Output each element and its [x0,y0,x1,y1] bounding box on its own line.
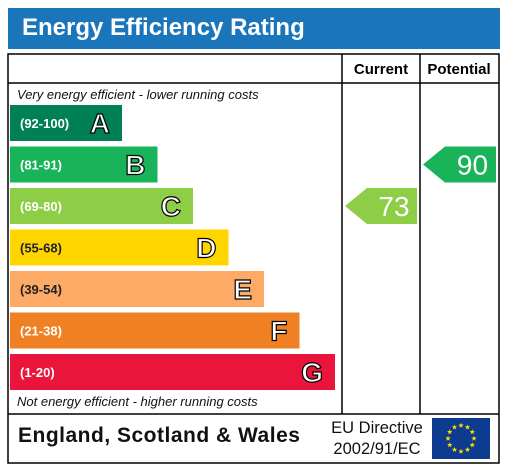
potential-rating-marker: 90 [423,146,496,183]
band-bar-c [10,188,193,224]
current-rating-marker-arrow [345,188,417,224]
potential-column-header: Potential [427,61,490,78]
page-title: Energy Efficiency Rating [22,14,305,41]
band-letter-b: B [125,150,145,181]
band-letter-f: F [270,316,287,347]
band-bar-e [10,271,264,307]
header-bar: Energy Efficiency Rating [8,8,500,49]
band-range-a: (92-100) [20,116,69,131]
band-b: (81-91) B [10,146,158,183]
rating-bands: (92-100) A (81-91) B (69-80) C (55-68) D (39-54)… [10,105,335,390]
potential-rating-marker-arrow [423,146,496,183]
band-letter-c: C [161,191,181,222]
band-e: (39-54) E [10,271,264,307]
eu-directive-line1: EU Directive [331,419,423,437]
band-d: (55-68) D [10,229,229,266]
eu-directive-label: EU Directive 2002/91/EC [327,418,427,460]
eu-star-icon [471,435,477,441]
eu-star-icon [469,429,475,435]
current-rating-marker: 73 [345,188,417,224]
current-column-header: Current [354,61,408,78]
eu-star-icon [458,422,464,428]
band-letter-e: E [233,274,252,305]
band-bar-a [10,105,122,141]
band-range-c: (69-80) [20,199,62,214]
eu-star-icon [451,446,458,453]
eu-star-icon [445,435,451,441]
eu-star-icon [451,424,458,430]
band-letter-a: A [90,108,110,139]
eu-star-icon [447,442,453,448]
eu-star-icon [469,442,475,448]
eu-star-icon [464,424,471,430]
eu-star-icon [447,429,453,435]
band-f: (21-38) F [10,312,300,349]
eu-directive-line2: 2002/91/EC [333,440,421,458]
eu-flag-icon [432,418,490,459]
band-bar-f [10,312,300,349]
current-rating-marker-value: 73 [378,191,409,222]
band-c: (69-80) C [10,188,193,224]
band-a: (92-100) A [10,105,122,141]
rating-markers: 73 90 [345,146,496,224]
bottom-caption: Not energy efficient - higher running co… [17,394,258,409]
band-range-g: (1-20) [20,365,55,380]
band-range-f: (21-38) [20,324,62,339]
band-letter-g: G [301,357,323,388]
band-range-e: (39-54) [20,282,62,297]
top-caption: Very energy efficient - lower running co… [17,87,259,102]
band-range-d: (55-68) [20,241,62,256]
eu-star-icon [464,446,471,453]
potential-rating-marker-value: 90 [457,150,488,181]
band-range-b: (81-91) [20,158,62,173]
band-g: (1-20) G [10,354,335,390]
band-bar-d [10,229,229,266]
band-bar-b [10,146,158,183]
chart-frame [7,53,500,464]
band-letter-d: D [196,233,216,264]
band-bar-g [10,354,335,390]
eu-star-icon [458,448,464,454]
region-label: England, Scotland & Wales [18,424,301,447]
